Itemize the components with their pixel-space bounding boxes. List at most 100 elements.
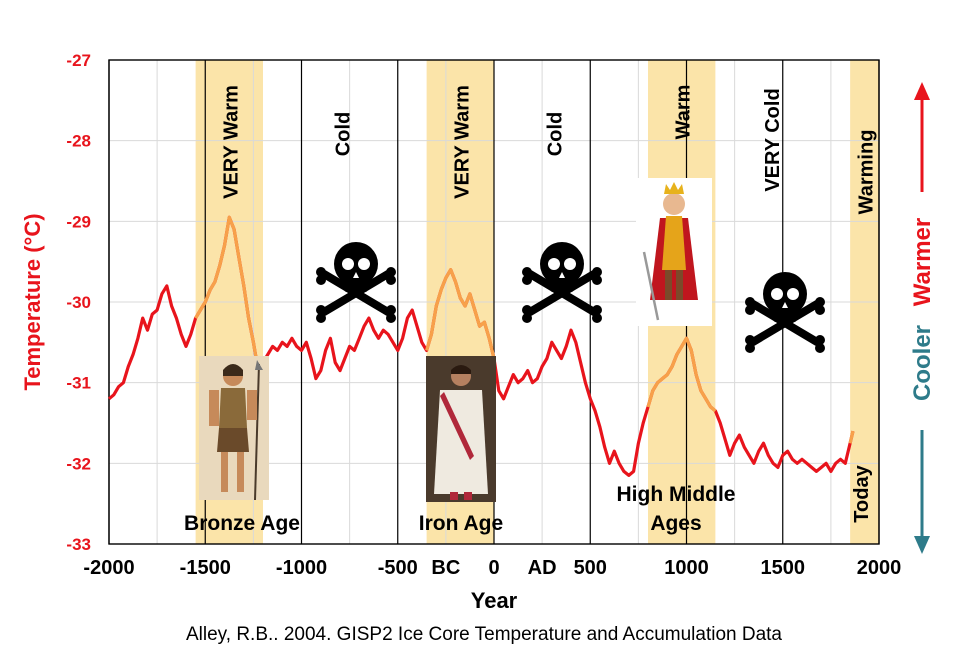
senator-toga [434, 390, 488, 494]
bone-end [522, 305, 532, 315]
king-leg [665, 270, 672, 300]
era-label: Iron Age [419, 512, 503, 535]
temperature-series-highlight [194, 215, 265, 373]
bone-end [745, 343, 755, 353]
bone-end [522, 267, 532, 277]
warrior-hair [223, 364, 243, 376]
warrior-arm [247, 390, 257, 420]
temperature-series-highlight [848, 430, 855, 444]
bone-end [316, 305, 326, 315]
period-label: Cold [544, 112, 566, 156]
skull-cranium [334, 242, 378, 286]
senator-shoe [450, 492, 458, 500]
roman-senator-illustration [426, 356, 496, 502]
senator-hair [451, 365, 471, 374]
skull-eye [358, 258, 370, 270]
king-leg [676, 270, 683, 300]
x-tick-label: 500 [574, 557, 607, 579]
bone-end [522, 275, 532, 285]
king-tunic [662, 216, 686, 270]
y-tick-label: -32 [66, 454, 91, 473]
band-period-label: VERY Warm [451, 85, 473, 199]
bronze-age-warrior-illustration [199, 356, 269, 501]
warrior-tunic [219, 388, 247, 428]
king-head [663, 193, 685, 215]
cooler-label: Cooler [909, 325, 936, 401]
band-period-label: Warm [673, 85, 695, 140]
bone-end [592, 267, 602, 277]
x-tick-label: -500 [378, 557, 418, 579]
crossbone [320, 270, 392, 316]
skull-eye [564, 258, 576, 270]
period-label: VERY Cold [762, 88, 784, 191]
warmer-arrow-head [914, 82, 930, 100]
skull-eye [342, 258, 354, 270]
y-tick-label: -31 [66, 374, 91, 393]
bone-end [316, 275, 326, 285]
illustrations [199, 178, 825, 502]
y-tick-label: -33 [66, 535, 91, 554]
skull-eye [787, 288, 799, 300]
bone-end [386, 275, 396, 285]
x-tick-label: AD [528, 557, 557, 579]
skull-nose [353, 272, 359, 278]
skull-eye [548, 258, 560, 270]
skull-nose [782, 302, 788, 308]
king-sword [642, 251, 660, 321]
spear [254, 363, 260, 501]
x-tick-label: 2000 [857, 557, 902, 579]
crossbone [526, 270, 598, 316]
skull-jaw [550, 280, 574, 292]
x-tick-label: 1500 [761, 557, 806, 579]
bone-end [745, 305, 755, 315]
bone-end [592, 305, 602, 315]
tick-labels: -27 -28 -29 -30 -31 -32 -33 -2000 -1500 -1000 -500… [66, 51, 901, 579]
plot-frame [108, 59, 880, 545]
x-tick-label: 1000 [664, 557, 709, 579]
skull-crossbones-icon [316, 242, 396, 323]
bone-end [815, 335, 825, 345]
x-tick-label: BC [431, 557, 460, 579]
band-period-label: VERY Warm [220, 85, 242, 199]
skull-eye [771, 288, 783, 300]
x-tick-label: -1000 [276, 557, 327, 579]
temperature-series-highlight [425, 268, 496, 359]
skull-jaw [773, 310, 797, 322]
skull-cranium [540, 242, 584, 286]
bone-end [316, 267, 326, 277]
y-tick-label: -29 [66, 212, 91, 231]
bone-end [592, 313, 602, 323]
bone-end [386, 267, 396, 277]
bone-end [815, 305, 825, 315]
bone-end [316, 313, 326, 323]
era-label: High Middle [617, 483, 736, 506]
crossbone [749, 300, 821, 346]
y-tick-label: -30 [66, 293, 91, 312]
bone-end [745, 297, 755, 307]
bone-end [386, 305, 396, 315]
bone-end [745, 335, 755, 345]
plot-area [107, 215, 855, 477]
senator-shoe [464, 492, 472, 500]
bone-end [386, 313, 396, 323]
skull-nose [559, 272, 565, 278]
warrior-leg-right [237, 452, 244, 492]
bone-end [592, 275, 602, 285]
medieval-king-illustration [642, 182, 698, 321]
period-label: Cold [333, 112, 355, 156]
y-axis-title: Temperature (°C) [20, 213, 45, 390]
warrior-arm [209, 390, 219, 426]
band-period-label: Warming [856, 130, 878, 215]
skull-jaw [344, 280, 368, 292]
bone-end [815, 343, 825, 353]
x-tick-label: 0 [488, 557, 499, 579]
era-label: Bronze Age [184, 512, 300, 535]
y-tick-label: -27 [66, 51, 91, 70]
temperature-series-highlight [646, 336, 717, 413]
era-label: Ages [650, 512, 701, 535]
cooler-arrow-head [914, 536, 930, 554]
skull-cranium [763, 272, 807, 316]
x-tick-label: -2000 [83, 557, 134, 579]
x-axis-title: Year [471, 588, 518, 613]
